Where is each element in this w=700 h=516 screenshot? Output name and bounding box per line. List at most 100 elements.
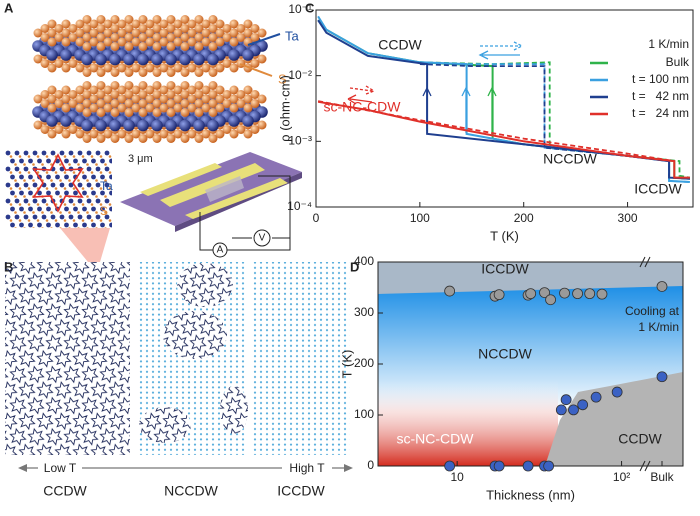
ta-atom xyxy=(86,198,92,204)
atom xyxy=(145,63,155,73)
atom xyxy=(243,37,253,47)
atom xyxy=(124,24,134,33)
atom xyxy=(236,24,246,33)
s-atom xyxy=(54,219,58,222)
s-atom xyxy=(36,219,40,222)
ta-atom xyxy=(50,150,56,156)
atom xyxy=(68,99,78,108)
atom xyxy=(215,103,225,113)
panel-label: A xyxy=(4,0,14,15)
voltmeter-label: V xyxy=(259,233,266,244)
atom xyxy=(138,33,148,42)
atom xyxy=(257,120,267,130)
ta-atom xyxy=(41,198,47,204)
atom xyxy=(242,49,254,61)
s-atom xyxy=(23,195,26,198)
phase-label: NCCDW xyxy=(164,483,218,499)
ta-atom xyxy=(95,214,101,220)
phase-label: CCDW xyxy=(43,483,87,499)
ta-atom xyxy=(10,190,15,196)
x-tick-label: Bulk xyxy=(650,470,674,484)
star-of-david xyxy=(32,153,84,213)
s-atom xyxy=(18,171,22,174)
s-atom xyxy=(95,163,98,166)
atom xyxy=(208,90,218,99)
phase-annotation: sc-NC-CDW xyxy=(397,431,475,447)
atom xyxy=(124,33,134,42)
atom xyxy=(110,24,120,33)
atom xyxy=(61,19,71,29)
s-atom xyxy=(81,171,85,174)
atom xyxy=(124,42,134,51)
atom xyxy=(138,134,148,143)
atom xyxy=(123,119,135,132)
s-atom xyxy=(18,187,22,190)
atom xyxy=(208,134,218,143)
ta-atom xyxy=(10,222,15,228)
atom xyxy=(166,24,176,33)
x-tick-label: 0 xyxy=(313,211,320,225)
atom xyxy=(110,108,120,117)
atom xyxy=(215,94,225,104)
atom xyxy=(40,24,50,33)
phase-annotation: ICCDW xyxy=(634,181,682,197)
phase-regions xyxy=(378,262,683,466)
y-tick-label: 10⁻² xyxy=(288,68,312,82)
ta-atom xyxy=(64,190,69,196)
atom xyxy=(110,42,120,51)
s-atom xyxy=(81,203,85,206)
s-atom xyxy=(72,171,76,174)
atom xyxy=(82,134,92,143)
atom xyxy=(173,129,183,139)
data-point xyxy=(522,460,534,472)
atom xyxy=(131,37,141,47)
atom xyxy=(166,42,176,51)
ta-atom xyxy=(14,182,20,188)
atom xyxy=(117,37,127,47)
ta-atom xyxy=(91,190,96,196)
atom xyxy=(82,42,92,51)
atom xyxy=(103,85,113,95)
atom xyxy=(96,81,106,90)
atom xyxy=(222,90,232,99)
atom xyxy=(194,134,204,143)
ta-atom xyxy=(10,158,15,164)
y-axis-label: T (K) xyxy=(339,350,354,379)
atom xyxy=(117,19,127,29)
data-point xyxy=(543,460,555,472)
atom xyxy=(75,129,85,139)
s-atom xyxy=(77,227,80,228)
ta-atom xyxy=(95,150,101,156)
atom xyxy=(173,94,183,104)
s-atom xyxy=(77,163,80,166)
atom xyxy=(89,63,99,73)
atom xyxy=(138,108,148,117)
ta-atom xyxy=(109,206,112,212)
atom xyxy=(96,33,106,42)
atom xyxy=(89,37,99,47)
phase-annotation: NCCDW xyxy=(543,151,597,167)
s-atom xyxy=(50,211,53,214)
atom xyxy=(222,59,232,68)
data-point xyxy=(539,287,550,299)
atom xyxy=(82,81,92,90)
y-tick-label: 10⁻³ xyxy=(288,134,312,148)
ta-atom xyxy=(86,150,92,156)
ta-atom xyxy=(19,222,24,228)
y-tick-label: 200 xyxy=(354,356,374,370)
s-atom xyxy=(50,227,53,228)
ta-label: Ta xyxy=(285,28,300,43)
ta-atom xyxy=(64,222,69,228)
s-atom xyxy=(27,203,31,206)
s-atom xyxy=(72,155,76,158)
x-axis-label: T (K) xyxy=(490,228,519,243)
s-atom xyxy=(95,195,98,198)
atom xyxy=(222,33,232,42)
atom xyxy=(243,28,253,38)
atom xyxy=(194,15,204,24)
s-atom xyxy=(108,203,112,206)
ta-atom xyxy=(19,158,24,164)
ta-atom xyxy=(118,207,123,212)
atom xyxy=(180,81,190,90)
